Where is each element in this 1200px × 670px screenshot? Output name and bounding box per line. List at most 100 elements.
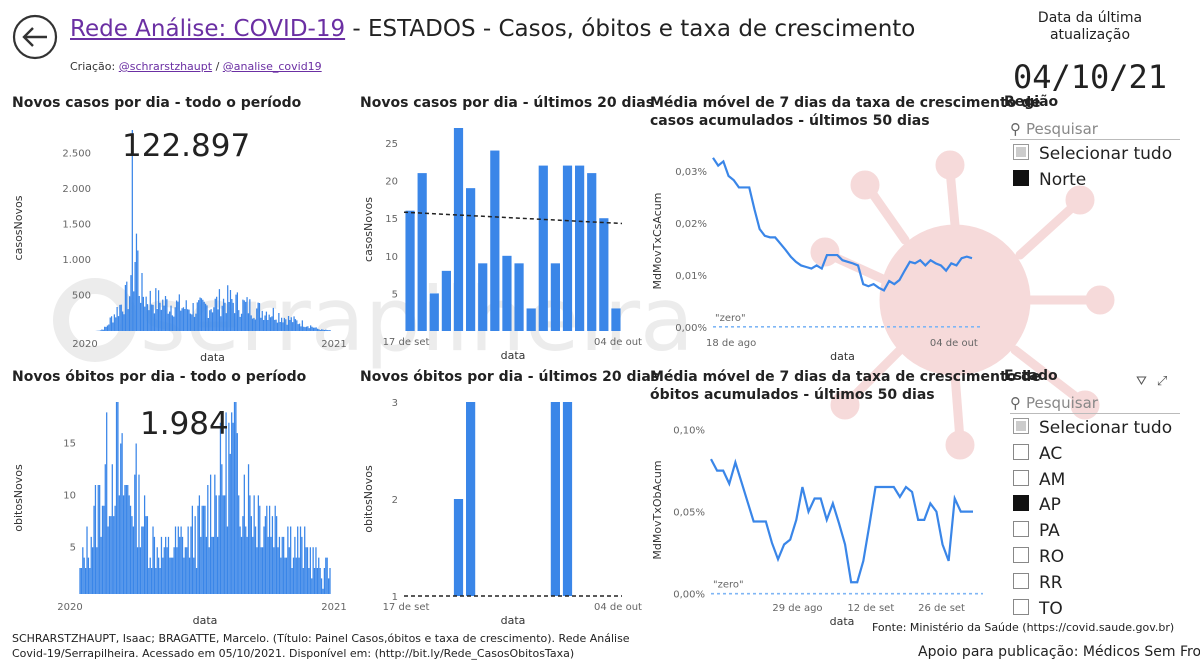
credit-link-group[interactable]: @analise_covid19	[222, 60, 322, 73]
cases-growth-title-line1: Média móvel de 7 dias da taxa de crescim…	[650, 95, 1041, 111]
cases-growth-ytick-label: 0,02%	[675, 219, 707, 230]
deaths-20-bar	[562, 402, 573, 596]
cases-20-bar	[575, 165, 585, 331]
cases-all-ytick-label: 1.000	[62, 255, 91, 266]
cases-20-ytick-label: 20	[385, 177, 398, 188]
checkbox-icon[interactable]	[1013, 469, 1029, 486]
deaths-growth-ytick-label: 0,10%	[673, 426, 705, 437]
filter-icon[interactable]: ⛛	[1136, 374, 1157, 389]
state-option-ac[interactable]: AC	[1013, 442, 1062, 468]
checkbox-icon[interactable]	[1013, 572, 1029, 589]
publication-support: Apoio para publicação: Médicos Sem Front…	[918, 644, 1200, 660]
deaths-growth-title: Média móvel de 7 dias da taxa de crescim…	[650, 368, 1041, 404]
deaths-all-ytick-label: 15	[63, 439, 76, 450]
cases-20-bar	[405, 210, 415, 331]
cases-20-bar	[550, 263, 560, 331]
focus-mode-icon[interactable]: ⤢	[1156, 374, 1178, 389]
deaths-20-ytick-label: 1	[392, 592, 398, 603]
cases-20-bar	[429, 293, 439, 331]
state-option-label: Selecionar tudo	[1039, 418, 1173, 438]
deaths-growth-title-line2: óbitos acumulados - últimos 50 dias	[650, 387, 935, 403]
state-search-placeholder: Pesquisar	[1026, 394, 1098, 412]
deaths-all-ytick-label: 10	[63, 490, 76, 501]
credits: Criação: @schrarstzhaupt / @analise_covi…	[70, 60, 322, 73]
region-option-label: Selecionar tudo	[1039, 144, 1173, 164]
cases-20-ytick-label: 5	[392, 289, 398, 300]
credit-link-author[interactable]: @schrarstzhaupt	[118, 60, 213, 73]
state-option-label: RR	[1039, 572, 1063, 593]
search-icon: ⚲	[1010, 120, 1021, 138]
cases-20-chart[interactable]: 5 10 15 20 25 17 de set 04 de out data casosNovo…	[350, 115, 645, 370]
deaths-growth-xtick-label: 26 de set	[918, 603, 965, 614]
state-option-label: AC	[1039, 443, 1063, 464]
cases-growth-title-line2: casos acumulados - últimos 50 dias	[650, 113, 930, 129]
deaths-all-x-axis-title: data	[193, 614, 218, 627]
credit-separator: /	[212, 60, 223, 73]
deaths-growth-x-axis-title: data	[830, 615, 855, 628]
state-option-ap[interactable]: AP	[1013, 493, 1061, 519]
deaths-all-ytick-label: 5	[70, 542, 76, 553]
cases-20-y-axis-title: casosNovos	[362, 197, 375, 262]
deaths-20-xtick-label: 17 de set	[383, 602, 430, 613]
state-option-label: TO	[1039, 598, 1063, 619]
back-arrow-button[interactable]	[12, 14, 58, 60]
state-option-label: AM	[1039, 469, 1066, 490]
cases-20-bar	[502, 255, 512, 331]
state-option-pa[interactable]: PA	[1013, 519, 1060, 545]
cases-20-bar	[466, 188, 476, 331]
region-search-input[interactable]: ⚲ Pesquisar	[1010, 120, 1180, 140]
region-option-selecionar-tudo[interactable]: Selecionar tudo	[1013, 142, 1172, 168]
cases-all-ytick-label: 1.500	[62, 219, 91, 230]
deaths-growth-ytick-label: 0,05%	[673, 508, 705, 519]
checkbox-icon[interactable]	[1013, 144, 1029, 160]
state-search-input[interactable]: ⚲ Pesquisar	[1010, 394, 1180, 414]
cases-20-bar	[514, 263, 524, 331]
cases-20-bar	[417, 173, 427, 331]
cases-all-xtick-label: 2020	[72, 339, 97, 350]
checkbox-icon[interactable]	[1013, 418, 1029, 434]
state-option-selecionar-tudo[interactable]: Selecionar tudo	[1013, 416, 1172, 442]
checkbox-icon[interactable]	[1013, 495, 1029, 512]
deaths-growth-xtick-label: 29 de ago	[772, 603, 822, 614]
region-option-norte[interactable]: Norte	[1013, 168, 1086, 194]
checkbox-icon[interactable]	[1013, 169, 1029, 186]
deaths-all-title: Novos óbitos por dia - todo o período	[12, 369, 307, 385]
cases-all-ytick-label: 2.000	[62, 184, 91, 195]
cases-growth-chart[interactable]: 0,00% 0,01% 0,02% 0,03% "zero" 18 de ago 04 de…	[645, 130, 990, 370]
deaths-all-y-axis-title: obitosNovos	[12, 464, 25, 532]
cases-20-bar	[453, 128, 464, 331]
state-option-to[interactable]: TO	[1013, 597, 1063, 623]
deaths-20-chart[interactable]: 1 2 3 17 de set 04 de out data obitosNovos	[350, 390, 645, 627]
cases-20-bar	[526, 308, 536, 331]
region-slicer-title: Região	[1004, 94, 1059, 110]
cases-20-ytick-label: 10	[385, 252, 398, 263]
checkbox-icon[interactable]	[1013, 598, 1029, 615]
cases-all-chart[interactable]: 500 1.000 1.500 2.000 2.500 2020 2021 data casos…	[0, 115, 350, 370]
deaths-growth-chart[interactable]: 0,00% 0,05% 0,10% "zero" 29 de ago 12 de set 2…	[645, 405, 990, 630]
state-option-ro[interactable]: RO	[1013, 545, 1064, 571]
state-option-am[interactable]: AM	[1013, 468, 1065, 494]
cases-growth-ytick-label: 0,01%	[675, 271, 707, 282]
state-option-rr[interactable]: RR	[1013, 571, 1063, 597]
checkbox-icon[interactable]	[1013, 547, 1029, 563]
checkbox-icon[interactable]	[1013, 443, 1029, 460]
state-option-label: RO	[1039, 547, 1065, 567]
checkbox-icon[interactable]	[1013, 521, 1029, 538]
search-icon: ⚲	[1010, 394, 1021, 412]
deaths-all-chart[interactable]: 5 10 15 2020 2021 data obitosNovos	[0, 390, 350, 627]
cases-growth-x-axis-title: data	[830, 350, 855, 363]
title-link[interactable]: Rede Análise: COVID-19	[70, 16, 346, 42]
last-update-label: Data da última atualização	[1037, 10, 1143, 43]
cases-20-x-axis-title: data	[501, 349, 526, 362]
cases-20-bar	[611, 308, 621, 331]
deaths-growth-zero-label: "zero"	[713, 580, 744, 591]
deaths-all-xtick-label: 2021	[321, 602, 346, 613]
deaths-growth-series-line	[710, 458, 973, 584]
state-option-label: AP	[1039, 495, 1061, 516]
cases-20-xtick-label: 17 de set	[383, 337, 430, 348]
cases-20-ytick-label: 15	[385, 214, 398, 225]
state-slicer-title: Estado	[1004, 368, 1058, 384]
cases-20-bar	[587, 173, 597, 331]
cases-20-ytick-label: 25	[385, 139, 398, 150]
deaths-20-x-axis-title: data	[501, 614, 526, 627]
